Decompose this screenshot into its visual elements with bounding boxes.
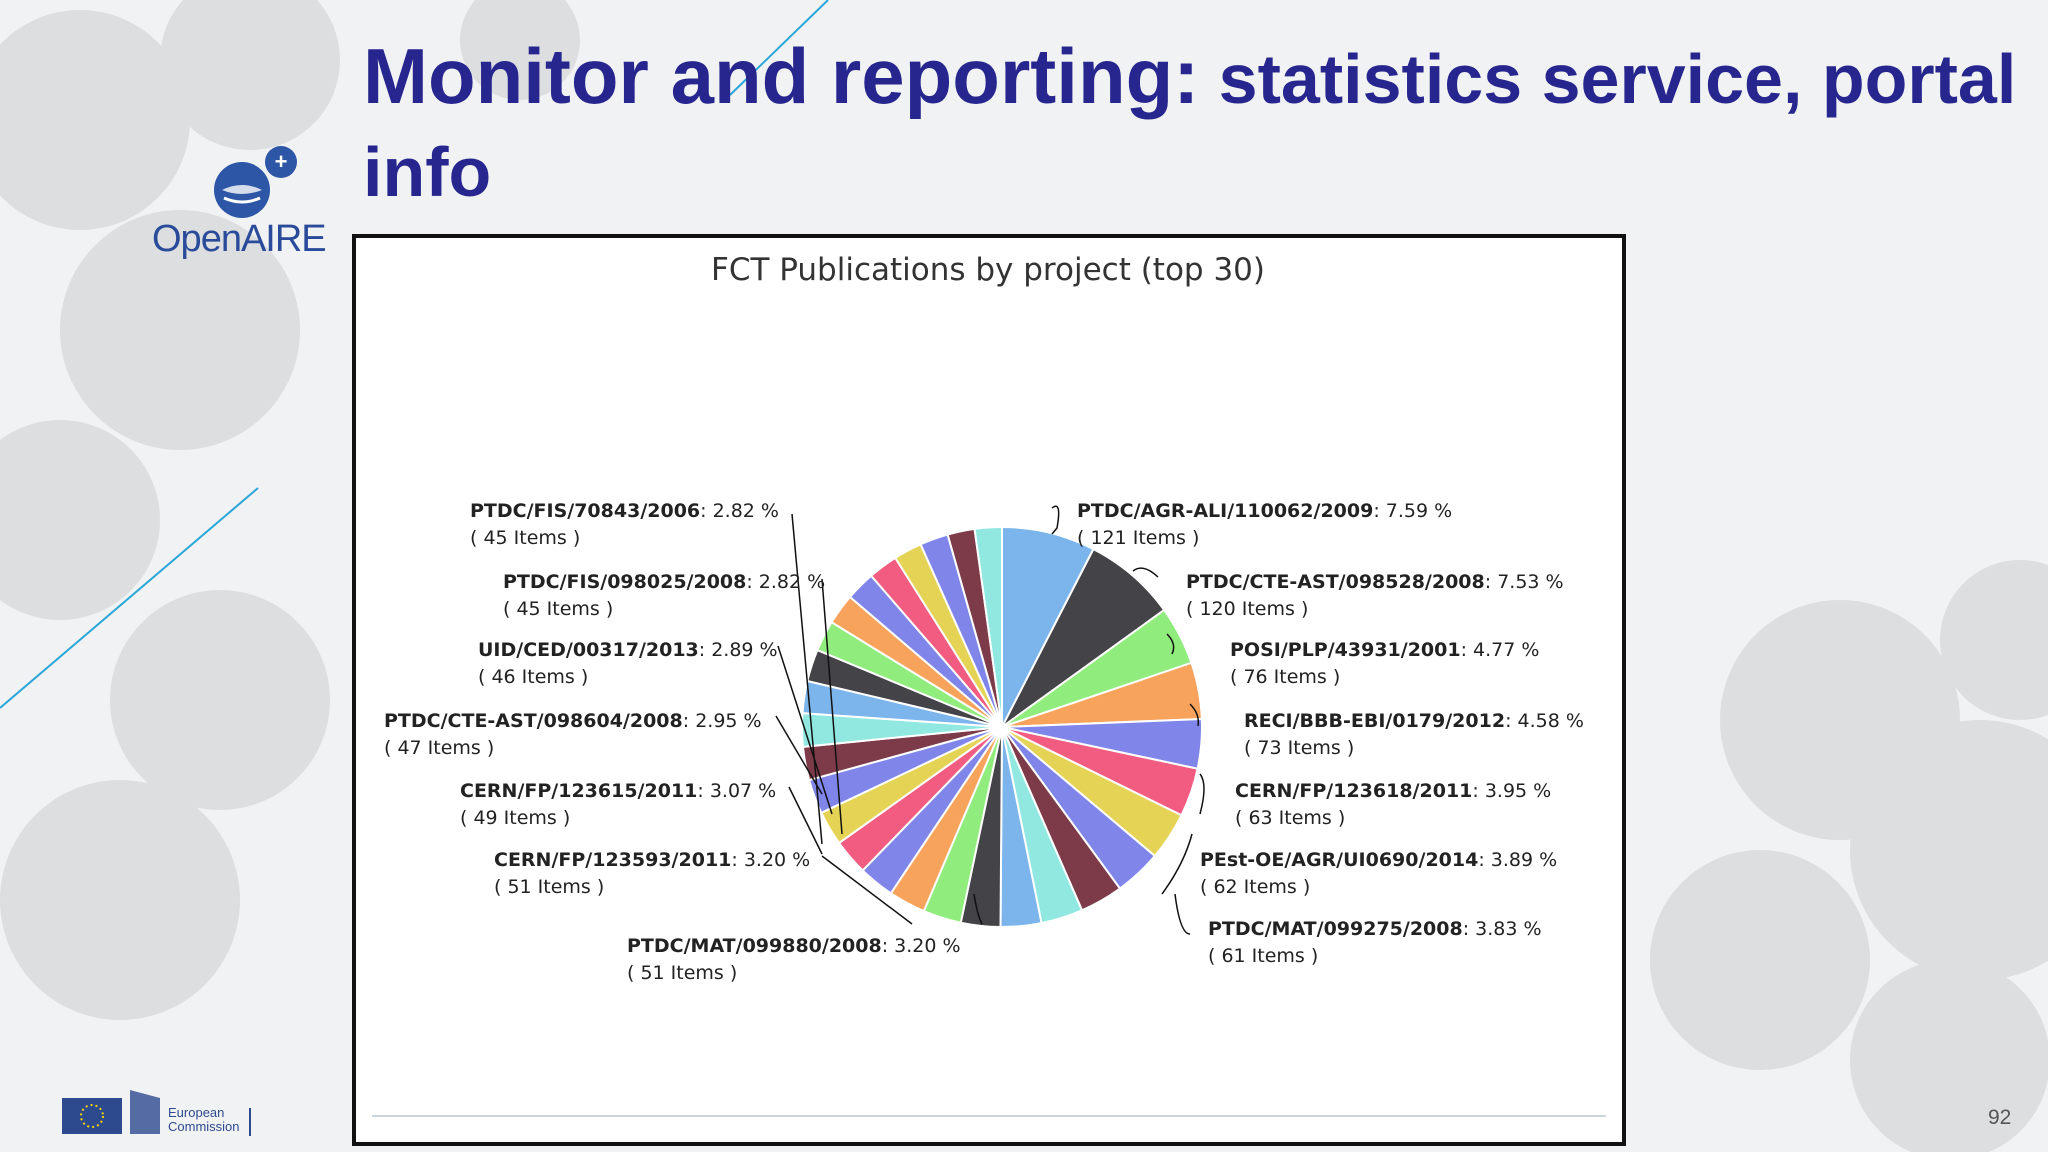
- slice-label-name: PTDC/MAT/099275/2008: [1208, 918, 1463, 940]
- logo-plus-icon: +: [275, 149, 288, 174]
- pie-slice-29: [973, 525, 1003, 728]
- slice-items-right-6: ( 61 Items ): [1208, 945, 1318, 967]
- ec-text: European Commission: [168, 1106, 240, 1134]
- slice-items-right-0: ( 121 Items ): [1077, 527, 1199, 549]
- slice-label-percent: : 7.59 %: [1373, 500, 1452, 522]
- slice-label-name: PTDC/CTE-AST/098604/2008: [384, 710, 683, 732]
- leader-path-7: [973, 893, 983, 925]
- slice-items-bottom: ( 51 Items ): [627, 962, 737, 984]
- slice-label-name: CERN/FP/123615/2011: [460, 780, 697, 802]
- slice-label-left-0: PTDC/FIS/70843/2006: 2.82 %: [470, 500, 779, 522]
- leader-path-11: [775, 715, 823, 795]
- slice-label-right-6: PTDC/MAT/099275/2008: 3.83 %: [1208, 918, 1542, 940]
- slice-label-percent: : 2.95 %: [683, 710, 762, 732]
- european-commission-logo: [62, 1090, 251, 1136]
- slice-label-right-3: RECI/BBB-EBI/0179/2012: 4.58 %: [1244, 710, 1584, 732]
- slice-label-right-4: CERN/FP/123618/2011: 3.95 %: [1235, 780, 1551, 802]
- slice-label-percent: : 3.89 %: [1478, 849, 1557, 871]
- slice-items-right-5: ( 62 Items ): [1200, 876, 1310, 898]
- leader-path-4: [1199, 773, 1205, 815]
- slice-label-left-3: PTDC/CTE-AST/098604/2008: 2.95 %: [384, 710, 762, 732]
- pie-slices: [801, 525, 1203, 929]
- slice-label-right-5: PEst-OE/AGR/UI0690/2014: 3.89 %: [1200, 849, 1557, 871]
- slice-label-name: PTDC/FIS/098025/2008: [503, 571, 746, 593]
- slice-items-right-4: ( 63 Items ): [1235, 807, 1345, 829]
- pie-chart: FCT Publications by project (top 30) PTD…: [372, 252, 1606, 1117]
- openaire-logo: +: [214, 146, 297, 218]
- slice-items-left-5: ( 51 Items ): [494, 876, 604, 898]
- slice-label-percent: : 3.95 %: [1472, 780, 1551, 802]
- slice-label-name: PTDC/AGR-ALI/110062/2009: [1077, 500, 1373, 522]
- slice-items-right-1: ( 120 Items ): [1186, 598, 1308, 620]
- slice-label-left-2: UID/CED/00317/2013: 2.89 %: [478, 639, 778, 661]
- leader-path-10: [777, 645, 833, 815]
- slice-label-right-0: PTDC/AGR-ALI/110062/2009: 7.59 %: [1077, 500, 1452, 522]
- slice-label-percent: : 2.82 %: [746, 571, 825, 593]
- slice-label-name: POSI/PLP/43931/2001: [1230, 639, 1461, 661]
- pie-slice-0: [1001, 525, 1095, 728]
- leader-path-3: [1189, 703, 1200, 727]
- slice-label-left-4: CERN/FP/123615/2011: 3.07 %: [460, 780, 776, 802]
- leader-lines: [775, 505, 1205, 935]
- leader-path-1: [1132, 567, 1159, 578]
- slice-items-right-2: ( 76 Items ): [1230, 666, 1340, 688]
- slice-items-left-1: ( 45 Items ): [503, 598, 613, 620]
- slice-label-percent: : 3.07 %: [697, 780, 776, 802]
- slice-items-left-3: ( 47 Items ): [384, 737, 494, 759]
- slide-title: Monitor and reporting: statistics servic…: [363, 30, 2023, 218]
- slice-label-percent: : 7.53 %: [1485, 571, 1564, 593]
- title-rest: statistics service, portal info: [363, 40, 2017, 211]
- ec-line2: Commission: [168, 1119, 240, 1134]
- slice-items-right-3: ( 73 Items ): [1244, 737, 1354, 759]
- logo-name: OpenAIRE: [152, 218, 327, 260]
- leader-path-0: [1051, 505, 1060, 535]
- slice-label-name: PEst-OE/AGR/UI0690/2014: [1200, 849, 1478, 871]
- slice-label-name: PTDC/FIS/70843/2006: [470, 500, 700, 522]
- slice-label-percent: : 4.58 %: [1505, 710, 1584, 732]
- slice-label-percent: : 2.82 %: [700, 500, 779, 522]
- leader-path-12: [788, 786, 823, 855]
- leader-path-9: [821, 578, 843, 835]
- slice-label-left-1: PTDC/FIS/098025/2008: 2.82 %: [503, 571, 825, 593]
- slice-label-name: UID/CED/00317/2013: [478, 639, 699, 661]
- slice-label-name: CERN/FP/123618/2011: [1235, 780, 1472, 802]
- title-main: Monitor and reporting:: [363, 32, 1200, 120]
- slice-label-percent: : 4.77 %: [1461, 639, 1540, 661]
- slice-label-percent: : 2.89 %: [699, 639, 778, 661]
- slice-label-name: PTDC/MAT/099880/2008: [627, 935, 882, 957]
- slice-items-left-4: ( 49 Items ): [460, 807, 570, 829]
- leader-path-13: [821, 855, 913, 925]
- slice-labels: PTDC/AGR-ALI/110062/2009: 7.59 % ( 121 It…: [384, 500, 1584, 984]
- leader-path-2: [1166, 633, 1175, 655]
- slice-label-name: PTDC/CTE-AST/098528/2008: [1186, 571, 1485, 593]
- slice-items-left-2: ( 46 Items ): [478, 666, 588, 688]
- slice-label-percent: : 3.83 %: [1463, 918, 1542, 940]
- leader-path-6: [1174, 893, 1191, 935]
- leader-path-5: [1161, 833, 1193, 895]
- slice-items-left-0: ( 45 Items ): [470, 527, 580, 549]
- slice-label-right-2: POSI/PLP/43931/2001: 4.77 %: [1230, 639, 1539, 661]
- chart-title: FCT Publications by project (top 30): [711, 252, 1265, 288]
- slice-label-name: CERN/FP/123593/2011: [494, 849, 731, 871]
- slice-label-bottom: PTDC/MAT/099880/2008: 3.20 %: [627, 935, 961, 957]
- slice-label-right-1: PTDC/CTE-AST/098528/2008: 7.53 %: [1186, 571, 1564, 593]
- slice-label-left-5: CERN/FP/123593/2011: 3.20 %: [494, 849, 810, 871]
- page-number: 92: [1988, 1106, 2012, 1129]
- slice-label-name: RECI/BBB-EBI/0179/2012: [1244, 710, 1505, 732]
- ec-line1: European: [168, 1105, 225, 1120]
- slice-label-percent: : 3.20 %: [731, 849, 810, 871]
- slice-label-percent: : 3.20 %: [882, 935, 961, 957]
- leader-path-8: [791, 513, 823, 845]
